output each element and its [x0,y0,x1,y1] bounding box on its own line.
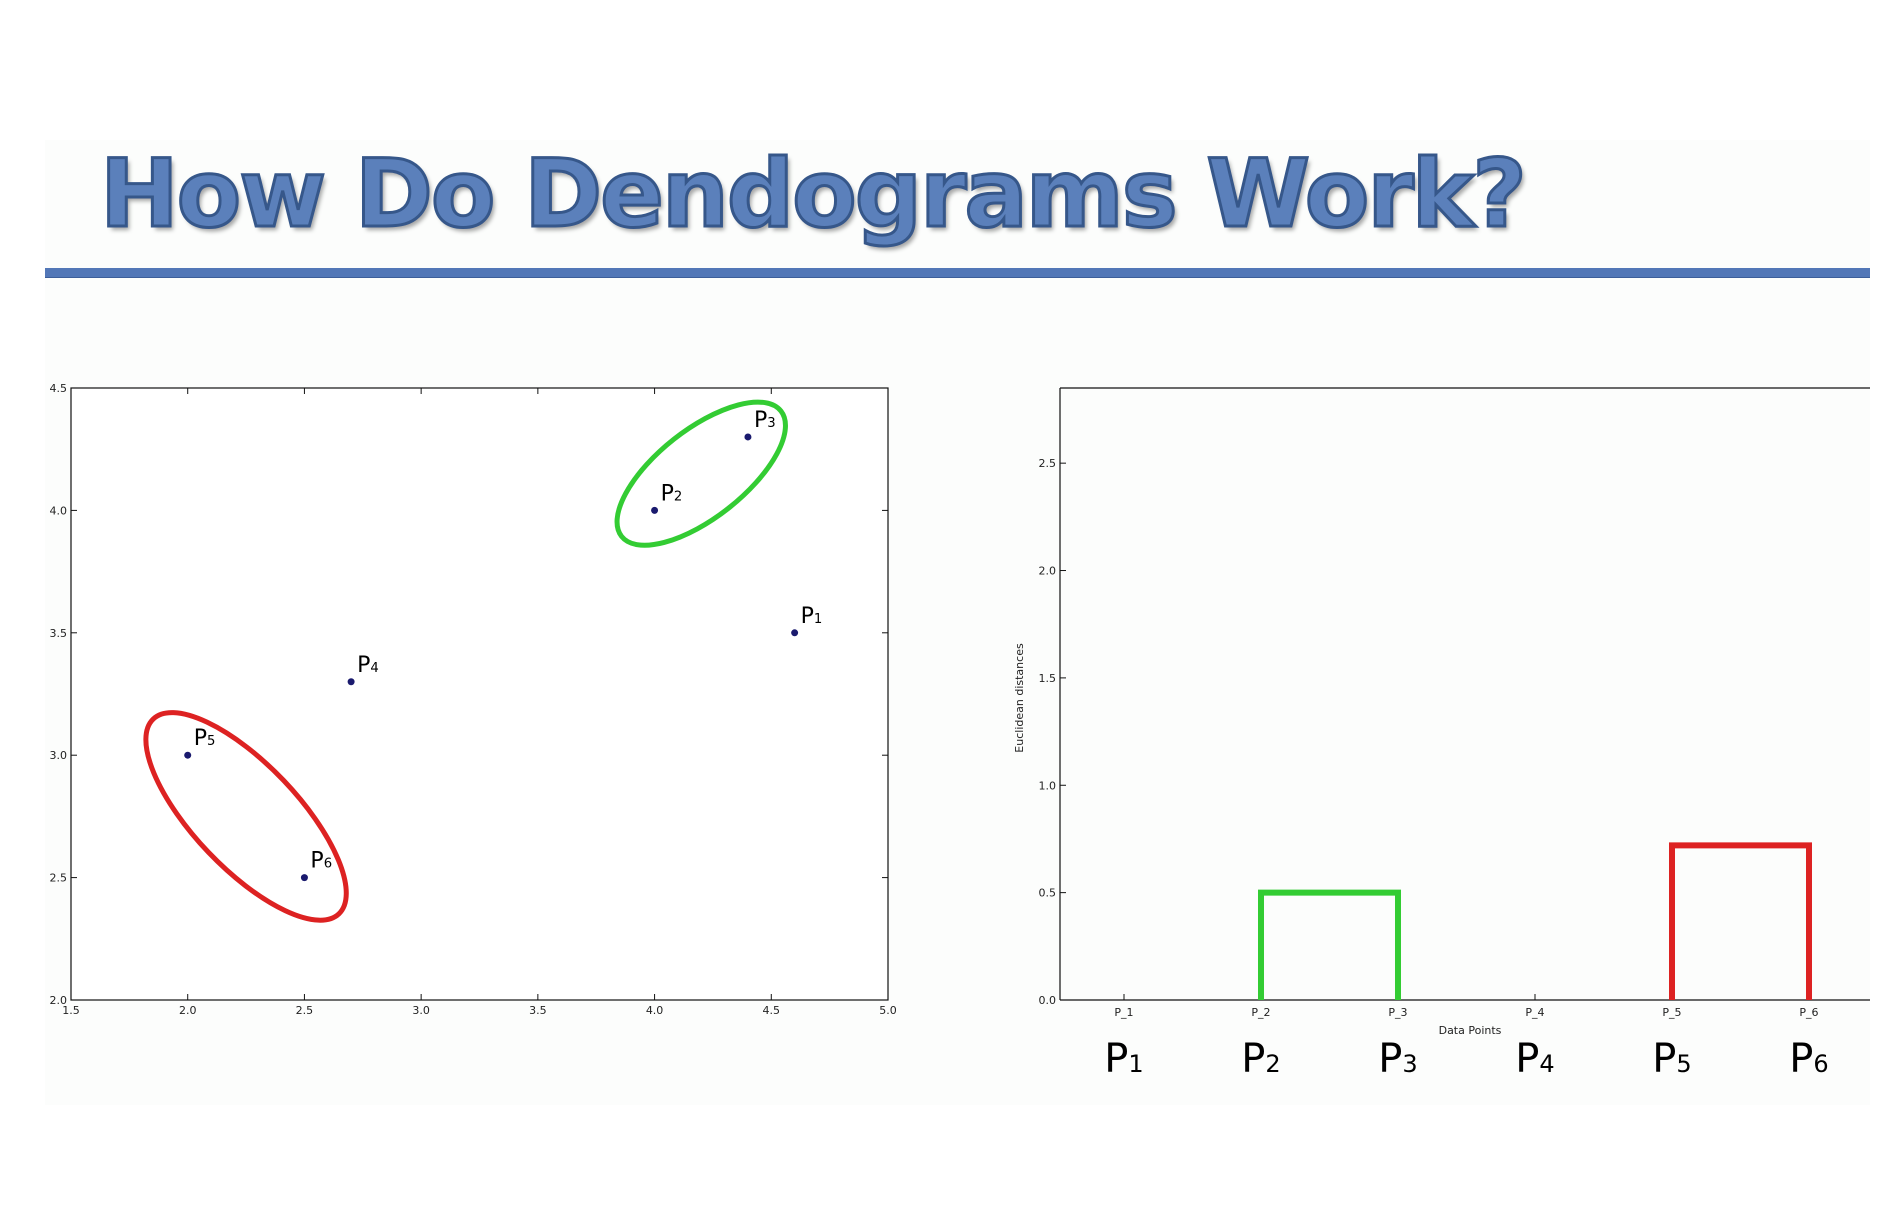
dendrogram-point-label-p6-letter: P [1789,1036,1813,1082]
scatter-point-label-p6-letter: P [310,849,323,874]
scatter-point-p5 [184,751,192,759]
dendrogram-point-label-p4: P4 [1515,1036,1554,1082]
dendrogram-x-axis-label: Data Points [1439,1024,1502,1037]
dendrogram-point-label-p1: P1 [1104,1036,1143,1082]
scatter-point-label-p2-letter: P [661,481,674,506]
scatter-point-label-p1-letter: P [801,604,814,629]
scatter-point-label-p4-subscript: 4 [370,661,378,676]
dendrogram-x-tick-label: P_4 [1525,1006,1544,1019]
scatter-point-label-p3-subscript: 3 [767,416,775,431]
scatter-point-label-p6: P6 [310,849,332,874]
title-underline [45,268,1870,278]
scatter-y-tick-label: 4.0 [50,504,68,517]
dendrogram-y-tick-label: 2.5 [1039,457,1057,470]
scatter-point-label-p3: P3 [754,408,776,433]
scatter-x-tick-label: 3.0 [412,1004,430,1017]
dendrogram-point-label-p1-subscript: 1 [1128,1050,1143,1078]
dendrogram-merge-red [1669,842,1812,1000]
dendrogram-point-label-p2-letter: P [1241,1036,1265,1082]
scatter-point-p1 [791,629,799,637]
dendrogram-x-tick-label: P_1 [1114,1006,1133,1019]
dendrogram-x-tick-label: P_3 [1388,1006,1407,1019]
dendrogram-y-tick-label: 1.5 [1039,672,1057,685]
scatter-x-tick-label: 5.0 [879,1004,897,1017]
scatter-point-p2 [651,506,659,514]
dendrogram-point-label-p4-subscript: 4 [1539,1050,1554,1078]
dendrogram-x-tick-label: P_2 [1251,1006,1270,1019]
scatter-x-tick-label: 2.5 [296,1004,314,1017]
dendrogram-y-tick-label: 2.0 [1039,565,1057,578]
dendrogram-y-axis-label: Euclidean distances [1013,643,1026,753]
scatter-point-label-p4: P4 [357,653,379,678]
dendrogram-y-tick-label: 0.0 [1039,994,1057,1007]
dendrogram-y-tick-label: 0.5 [1039,887,1057,900]
scatter-point-label-p1-subscript: 1 [814,612,822,627]
scatter-point-label-p6-subscript: 6 [324,857,332,872]
scatter-y-tick-label: 3.5 [50,627,68,640]
scatter-x-tick-label: 1.5 [62,1004,80,1017]
scatter-point-label-p2: P2 [661,481,683,506]
dendrogram-point-label-p1-letter: P [1104,1036,1128,1082]
scatter-point-p6 [300,874,308,882]
scatter-point-p3 [744,433,752,441]
scatter-x-tick-label: 2.0 [179,1004,197,1017]
slide-title: How Do Dendograms Work? [99,139,1529,251]
dendrogram-point-label-p2-subscript: 2 [1265,1050,1280,1078]
scatter-y-tick-label: 3.0 [50,749,68,762]
dendrogram-point-label-p4-letter: P [1515,1036,1539,1082]
scatter-point-label-p5: P5 [194,726,216,751]
scatter-point-label-p5-subscript: 5 [207,734,215,749]
dendrogram-point-label-p3-letter: P [1378,1036,1402,1082]
scatter-y-tick-label: 4.5 [50,382,68,395]
scatter-point-p4 [347,678,355,686]
scatter-point-label-p4-letter: P [357,653,370,678]
scatter-y-tick-label: 2.0 [50,994,68,1007]
dendrogram-point-label-p6: P6 [1789,1036,1828,1082]
dendrogram-point-label-p2: P2 [1241,1036,1280,1082]
dendrogram-point-label-p3-subscript: 3 [1402,1050,1417,1078]
dendrogram-merge-green [1258,889,1401,1000]
scatter-x-tick-label: 3.5 [529,1004,547,1017]
scatter-y-tick-label: 2.5 [50,872,68,885]
scatter-x-tick-label: 4.0 [646,1004,664,1017]
dendrogram-x-tick-label: P_6 [1799,1006,1818,1019]
dendrogram-point-label-p3: P3 [1378,1036,1417,1082]
scatter-x-tick-label: 4.5 [763,1004,781,1017]
scatter-point-label-p5-letter: P [194,726,207,751]
dendrogram-point-label-p5-subscript: 5 [1676,1050,1691,1078]
dendrogram-point-label-p5-letter: P [1652,1036,1676,1082]
cluster-ellipse-red [143,710,349,923]
cluster-ellipse-green [614,399,788,548]
scatter-point-label-p3-letter: P [754,408,767,433]
scatter-point-label-p1: P1 [801,604,823,629]
scatter-point-label-p2-subscript: 2 [674,489,682,504]
dendrogram-y-tick-label: 1.0 [1039,779,1057,792]
dendrogram-point-label-p6-subscript: 6 [1813,1050,1828,1078]
dendrogram-x-tick-label: P_5 [1662,1006,1681,1019]
dendrogram-point-label-p5: P5 [1652,1036,1691,1082]
